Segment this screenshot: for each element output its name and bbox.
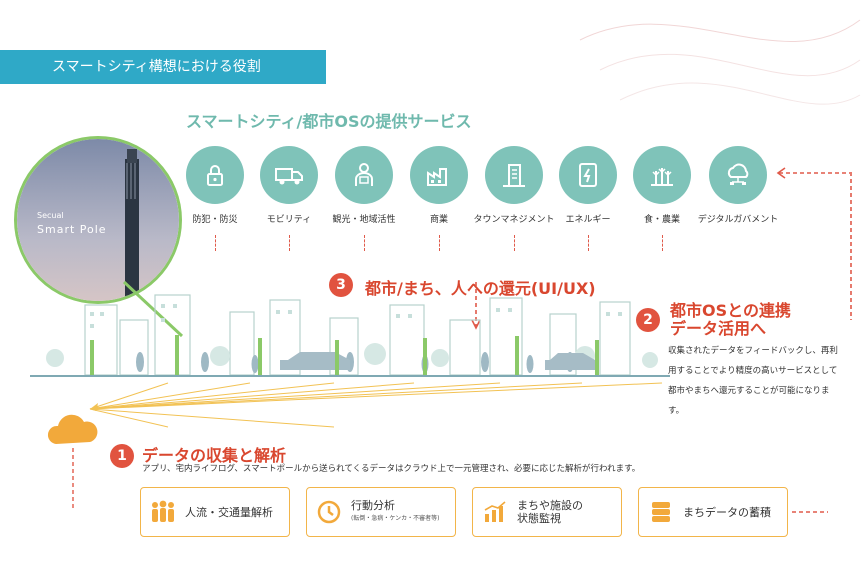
lock-icon [186, 146, 244, 204]
analysis-box-monitoring: まちや施設の 状態監視 [472, 487, 622, 537]
service-digital-government: デジタルガバメント [678, 146, 798, 225]
city-skyline [30, 294, 670, 377]
step2-number: 2 [636, 308, 660, 332]
analysis-box-data-storage: まちデータの蓄積 [638, 487, 788, 537]
cloud-icon [47, 414, 98, 444]
service-label: デジタルガバメント [697, 215, 779, 225]
dashed-connector [363, 235, 365, 251]
service-label: 食・農業 [643, 215, 680, 225]
dashed-connector [288, 235, 290, 251]
crops-icon [633, 146, 691, 204]
box-label-line2: 状態監視 [517, 512, 561, 525]
service-town-management: タウンマネジメント [454, 146, 574, 251]
clock-icon [313, 499, 345, 525]
dashed-connector [214, 235, 216, 251]
dashed-connector [513, 235, 515, 251]
services-title: スマートシティ/都市OSの提供サービス [186, 112, 472, 131]
database-icon [645, 499, 677, 525]
box-label: 人流・交通量解析 [185, 505, 273, 519]
box-label: まちデータの蓄積 [683, 505, 771, 519]
dashed-connector [587, 235, 589, 251]
step2-title: 都市OSとの連携 データ活用へ [670, 302, 791, 338]
bar-chart-icon [479, 500, 511, 524]
service-label: タウンマネジメント [473, 215, 555, 225]
pole-connector [122, 280, 184, 338]
data-arrows [89, 382, 663, 428]
pole-brand: Secual [37, 211, 64, 220]
service-label: 防犯・防災 [192, 215, 238, 225]
analysis-box-behavior: 行動分析 (転倒・急病・ケンカ・不審者等) [306, 487, 456, 537]
people-icon [147, 500, 179, 524]
step1-description: アプリ、宅内ライフログ、スマートポールから送られてくるデータはクラウド上で一元管… [142, 464, 641, 474]
service-crime-prevention: 防犯・防災 [155, 146, 275, 251]
service-label: 商業 [429, 215, 448, 225]
building-icon [485, 146, 543, 204]
factory-icon [410, 146, 468, 204]
analysis-box-people-flow: 人流・交通量解析 [140, 487, 290, 537]
service-commerce: 商業 [379, 146, 499, 251]
energy-device-icon [559, 146, 617, 204]
service-tourism: 観光・地域活性 [304, 146, 424, 251]
step3-title: 都市/まち、人への還元(UI/UX) [365, 279, 596, 298]
smart-pole-photo: Secual Smart Pole [14, 136, 182, 304]
service-mobility: モビリティ [229, 146, 349, 251]
step1-title: データの収集と解析 [142, 446, 287, 465]
service-label: 観光・地域活性 [332, 215, 396, 225]
decorative-swirl [579, 19, 861, 105]
service-label: エネルギー [565, 215, 611, 225]
section-banner: スマートシティ構想における役割 [0, 50, 326, 84]
service-agriculture: 食・農業 [602, 146, 722, 251]
service-energy: エネルギー [528, 146, 648, 251]
return-line-right [850, 172, 852, 320]
box-text: 行動分析 (転倒・急病・ケンカ・不審者等) [351, 499, 440, 525]
cloud-network-icon [709, 146, 767, 204]
step3-down-arrow [471, 282, 481, 330]
dashed-connector [661, 235, 663, 251]
pole-product: Smart Pole [37, 223, 107, 236]
cloud-down-line [72, 448, 74, 510]
step1-number: 1 [110, 444, 134, 468]
service-label: モビリティ [266, 215, 312, 225]
box-label: まちや施設の [517, 499, 583, 512]
box-label: 行動分析 [351, 499, 395, 512]
truck-icon [260, 146, 318, 204]
storage-dashed-line [792, 511, 828, 513]
box-sublabel: (転倒・急病・ケンカ・不審者等) [351, 515, 440, 522]
tourist-icon [335, 146, 393, 204]
step2-title-line2: データ活用へ [670, 319, 767, 338]
box-text: まちや施設の 状態監視 [517, 499, 583, 525]
step2-title-line1: 都市OSとの連携 [670, 301, 791, 320]
step3-number: 3 [329, 273, 353, 297]
dashed-connector [438, 235, 440, 251]
return-arrow [776, 167, 850, 179]
step2-description: 収集されたデータをフィードバックし、再利用することでより精度の高いサービスとして… [668, 346, 838, 416]
